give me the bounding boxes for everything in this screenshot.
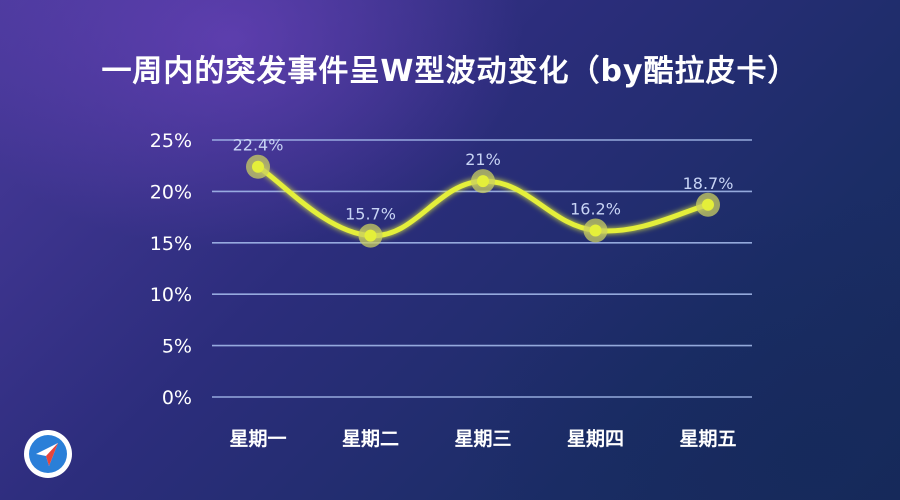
- x-tick-label: 星期五: [679, 428, 736, 450]
- grid-lines: [212, 139, 752, 398]
- chart-title: 一周内的突发事件呈W型波动变化（by酷拉皮卡）: [101, 54, 799, 89]
- compass-navigation-icon: [24, 430, 72, 478]
- x-tick-label: 星期四: [567, 428, 624, 450]
- data-labels: 22.4% 15.7% 21% 16.2% 18.7%: [233, 136, 734, 224]
- y-tick-label: 5%: [162, 336, 192, 358]
- x-axis-ticks: 星期一 星期二 星期三 星期四 星期五: [229, 428, 736, 450]
- y-tick-label: 15%: [150, 233, 192, 255]
- data-label: 22.4%: [233, 136, 284, 155]
- data-point: [364, 229, 377, 242]
- x-tick-label: 星期二: [342, 428, 399, 450]
- y-axis-ticks: 0% 5% 10% 15% 20% 25%: [150, 130, 192, 409]
- x-tick-label: 星期三: [454, 428, 511, 450]
- series-markers: [246, 154, 720, 248]
- data-point: [702, 198, 714, 211]
- data-point: [589, 224, 602, 237]
- y-tick-label: 0%: [162, 387, 192, 409]
- data-point: [477, 175, 489, 188]
- data-point: [252, 160, 264, 173]
- data-label: 16.2%: [570, 199, 621, 218]
- x-tick-label: 星期一: [229, 428, 286, 450]
- data-label: 21%: [465, 150, 501, 169]
- data-label: 18.7%: [683, 174, 734, 193]
- data-label: 15.7%: [345, 205, 396, 224]
- y-tick-label: 25%: [150, 130, 192, 152]
- y-tick-label: 20%: [150, 181, 192, 203]
- y-tick-label: 10%: [150, 284, 192, 306]
